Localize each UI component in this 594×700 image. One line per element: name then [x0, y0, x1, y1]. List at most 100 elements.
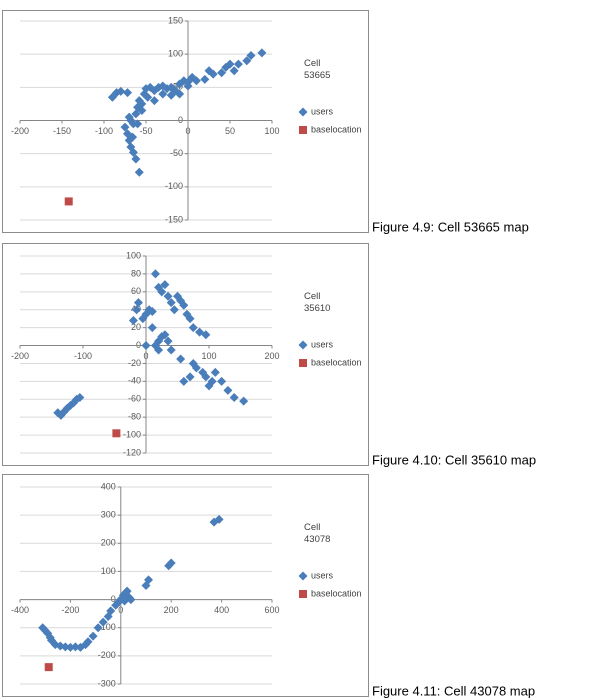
legend-title: Cell 43078 [304, 522, 331, 545]
point [144, 575, 154, 585]
point [208, 69, 218, 79]
legend-label: users [311, 339, 334, 349]
y-tick-label: 0 [136, 340, 141, 350]
chart-frame [2, 243, 369, 466]
chart-frame [2, 10, 369, 233]
y-tick-label: 80 [131, 268, 141, 278]
point [166, 558, 176, 568]
y-tick-label: -20 [128, 358, 141, 368]
point [93, 623, 103, 633]
y-tick-label: -300 [98, 678, 116, 688]
x-tick-label: -200 [11, 351, 29, 361]
y-tick-label: 100 [168, 49, 183, 59]
x-tick-label: 600 [264, 605, 279, 615]
y-tick-label: -80 [128, 412, 141, 422]
point [64, 197, 73, 206]
legend-label: baselocation [311, 124, 362, 134]
x-tick-label: 200 [164, 605, 179, 615]
point [166, 345, 176, 355]
y-tick-label: -100 [98, 622, 116, 632]
legend-marker [299, 126, 307, 134]
point [143, 92, 153, 102]
legend-marker [299, 590, 307, 598]
point [123, 88, 133, 98]
point [200, 74, 210, 84]
x-tick-label: -400 [11, 605, 29, 615]
point [201, 330, 211, 340]
y-tick-label: -120 [123, 447, 141, 457]
point [120, 122, 130, 132]
x-tick-label: -100 [74, 351, 92, 361]
y-tick-label: 100 [101, 566, 116, 576]
point [179, 376, 189, 386]
caption: Figure 4.11: Cell 43078 map [372, 683, 535, 698]
point [154, 345, 164, 355]
point [183, 77, 193, 87]
point [83, 637, 93, 647]
point [112, 429, 121, 438]
point [128, 132, 138, 142]
point [137, 99, 147, 109]
x-tick-label: 100 [264, 126, 279, 136]
point [141, 341, 151, 351]
point [160, 280, 170, 290]
point [150, 269, 160, 279]
point [185, 372, 195, 382]
legend-marker [299, 359, 307, 367]
point [214, 514, 224, 524]
point [131, 109, 141, 119]
legend-label: baselocation [311, 588, 362, 598]
y-tick-label: -60 [128, 394, 141, 404]
legend-marker [298, 340, 308, 350]
point [131, 154, 141, 164]
x-tick-label: -150 [53, 126, 71, 136]
x-tick-label: 200 [264, 351, 279, 361]
x-tick-label: 100 [201, 351, 216, 361]
legend-label: users [311, 570, 334, 580]
point [242, 56, 252, 66]
point [191, 76, 201, 86]
point [246, 50, 256, 60]
y-tick-label: -200 [98, 650, 116, 660]
x-tick-label: -100 [95, 126, 113, 136]
point [98, 617, 108, 627]
y-tick-label: -40 [128, 376, 141, 386]
legend-marker [298, 107, 308, 117]
point [225, 59, 235, 69]
y-tick-label: 300 [101, 510, 116, 520]
caption: Figure 4.9: Cell 53665 map [372, 219, 529, 234]
point [88, 631, 98, 641]
point [217, 376, 227, 386]
point [175, 89, 185, 99]
y-tick-label: 100 [126, 250, 141, 260]
point [44, 663, 53, 672]
point [160, 330, 170, 340]
y-tick-label: 60 [131, 286, 141, 296]
legend-label: baselocation [311, 357, 362, 367]
point [201, 372, 211, 382]
x-tick-label: 400 [214, 605, 229, 615]
x-tick-label: -200 [11, 126, 29, 136]
point [169, 305, 179, 315]
point [217, 68, 227, 78]
point [133, 119, 143, 129]
y-tick-label: 0 [111, 594, 116, 604]
point [207, 376, 217, 386]
legend-title: Cell 53665 [304, 58, 331, 81]
y-tick-label: 400 [101, 481, 116, 491]
point [166, 90, 176, 100]
point [106, 606, 116, 616]
point [116, 86, 126, 96]
caption: Figure 4.10: Cell 35610 map [372, 452, 536, 467]
point [120, 596, 130, 606]
point [133, 298, 143, 308]
point [132, 305, 142, 315]
point [239, 396, 249, 406]
point [191, 363, 201, 373]
point [147, 307, 157, 317]
point [163, 291, 173, 301]
point [115, 596, 125, 606]
point [210, 367, 220, 377]
